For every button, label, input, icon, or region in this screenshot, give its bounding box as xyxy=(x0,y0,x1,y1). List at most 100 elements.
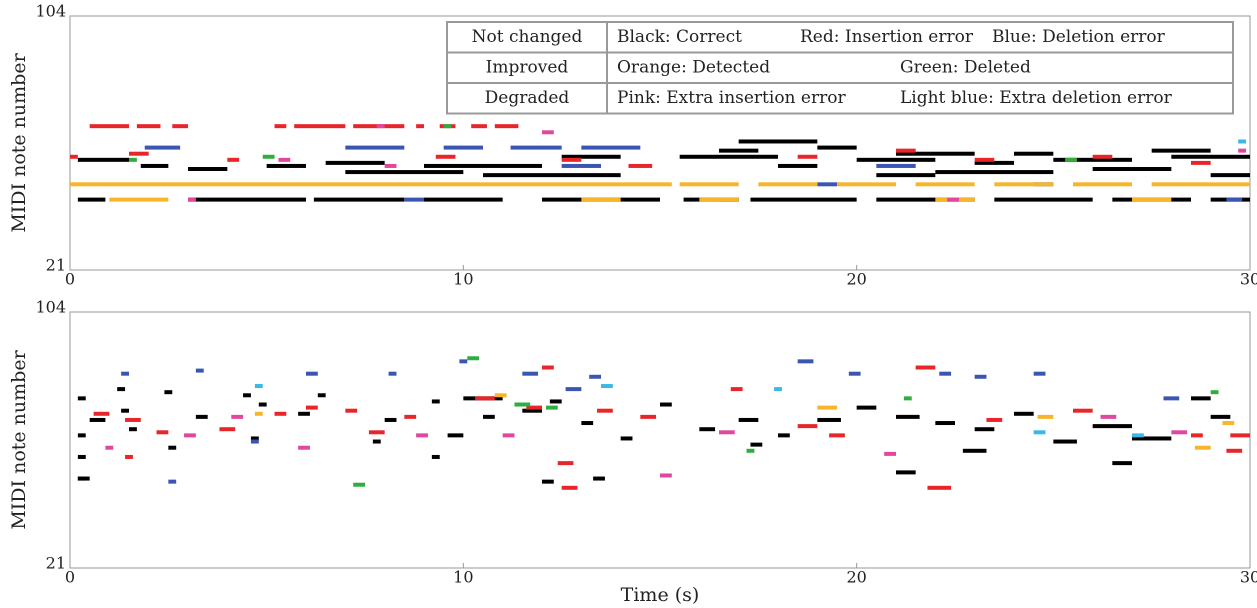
legend-row-label: Improved xyxy=(486,57,569,77)
note xyxy=(994,182,1054,187)
note xyxy=(514,402,531,407)
note xyxy=(986,417,1003,422)
note xyxy=(1191,433,1203,438)
note xyxy=(345,170,464,175)
note xyxy=(750,442,763,447)
note xyxy=(829,433,845,438)
note xyxy=(522,408,542,413)
y-tick-label: 21 xyxy=(46,554,66,573)
note xyxy=(121,371,129,376)
note xyxy=(1033,430,1046,435)
note xyxy=(274,411,287,416)
note xyxy=(1151,182,1250,187)
note xyxy=(168,479,177,484)
note xyxy=(262,154,275,159)
note xyxy=(561,163,601,168)
note xyxy=(939,371,952,376)
note xyxy=(1092,154,1113,159)
note xyxy=(188,197,196,202)
note xyxy=(746,448,755,453)
note xyxy=(353,482,365,487)
note xyxy=(376,124,385,129)
note xyxy=(306,405,318,410)
note xyxy=(125,417,141,422)
note xyxy=(817,182,837,187)
legend-row-label: Degraded xyxy=(485,88,570,108)
note xyxy=(483,414,495,419)
note xyxy=(294,124,346,129)
note xyxy=(416,124,424,129)
note xyxy=(974,160,1014,165)
note xyxy=(483,173,621,178)
note xyxy=(447,433,464,438)
note xyxy=(109,197,169,202)
note xyxy=(384,417,397,422)
note xyxy=(404,197,424,202)
note xyxy=(1053,439,1077,444)
note xyxy=(388,371,397,376)
note xyxy=(1014,151,1054,156)
note xyxy=(368,430,385,435)
note xyxy=(679,154,778,159)
note xyxy=(89,417,106,422)
legend-entry: Pink: Extra insertion error xyxy=(617,88,846,108)
note xyxy=(974,157,995,162)
note xyxy=(557,461,574,466)
note xyxy=(1132,436,1172,441)
note xyxy=(510,145,562,150)
note xyxy=(77,476,90,481)
note xyxy=(561,154,621,159)
note xyxy=(561,485,578,490)
note xyxy=(125,454,133,459)
note xyxy=(545,405,558,410)
note xyxy=(589,374,601,379)
y-tick-label: 21 xyxy=(46,256,66,275)
note xyxy=(660,473,672,478)
note xyxy=(1210,390,1219,395)
note xyxy=(459,359,468,364)
note xyxy=(306,371,318,376)
y-axis-label: MIDI note number xyxy=(8,349,30,529)
note xyxy=(136,124,161,129)
note xyxy=(156,430,169,435)
note xyxy=(1226,197,1243,202)
note xyxy=(443,145,483,150)
note xyxy=(750,197,857,202)
note xyxy=(219,427,236,432)
note xyxy=(1132,197,1172,202)
x-tick-label: 0 xyxy=(65,568,75,587)
note xyxy=(298,411,310,416)
note xyxy=(817,145,857,150)
note xyxy=(856,157,936,162)
note xyxy=(502,433,515,438)
note xyxy=(494,124,519,129)
note xyxy=(475,396,495,401)
note xyxy=(1100,414,1117,419)
note xyxy=(188,197,306,202)
note xyxy=(896,470,916,475)
note xyxy=(817,405,837,410)
note xyxy=(549,399,562,404)
note xyxy=(494,393,507,398)
note xyxy=(117,387,126,392)
note xyxy=(1238,148,1247,153)
note xyxy=(593,476,605,481)
note xyxy=(876,173,936,178)
note xyxy=(856,405,877,410)
note xyxy=(168,445,177,450)
note xyxy=(738,417,759,422)
legend-entry: Blue: Deletion error xyxy=(992,27,1166,47)
legend: Not changed Improved Degraded Black: Correc… xyxy=(446,21,1234,115)
note xyxy=(542,130,554,135)
note xyxy=(896,414,920,419)
note xyxy=(640,414,657,419)
legend-entry: Red: Insertion error xyxy=(800,27,974,47)
note xyxy=(250,439,259,444)
note xyxy=(471,124,487,129)
note xyxy=(974,427,995,432)
note xyxy=(935,170,1054,175)
note xyxy=(817,417,841,422)
note xyxy=(896,148,916,153)
note xyxy=(243,393,251,398)
note xyxy=(70,182,672,187)
